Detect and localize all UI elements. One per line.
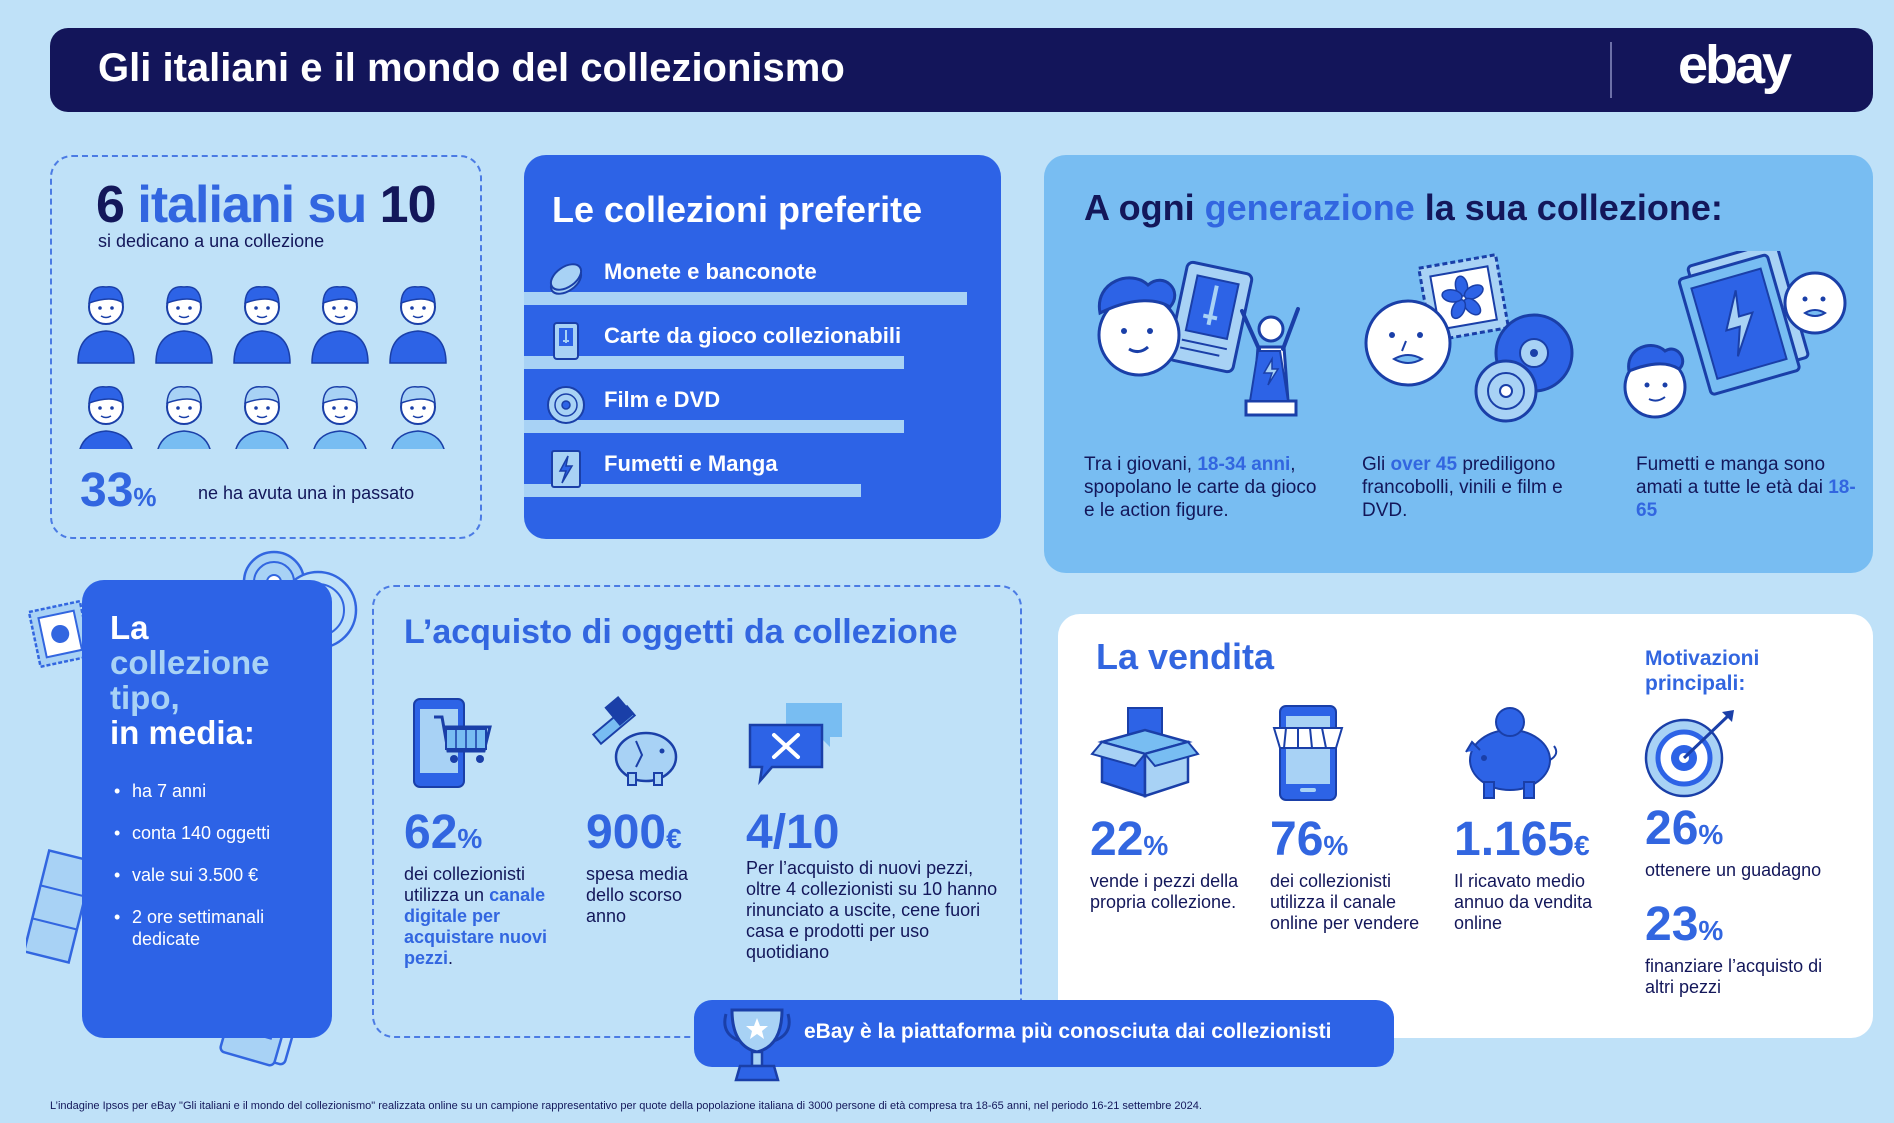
stat-total: 10	[379, 176, 437, 234]
favorites-card: Le collezioni preferite Monete e bancono…	[524, 155, 1001, 539]
dvd-icon	[547, 386, 585, 424]
favorite-item: Carte da gioco collezionabili	[524, 319, 904, 369]
piggy-bank-hammer-icon	[591, 696, 678, 786]
favorite-item: Monete e banconote	[524, 255, 967, 305]
sale-title: La vendita	[1096, 636, 1275, 677]
purchase-spend-text: spesa media dello scorso anno	[586, 864, 689, 926]
favorite-item: Fumetti e Manga	[524, 447, 861, 497]
list-item: conta 140 oggetti	[110, 822, 290, 844]
header-divider	[1610, 42, 1612, 98]
favorite-bar	[524, 420, 904, 433]
list-item: 2 ore settimanali dedicate	[110, 906, 290, 950]
sale-online-text: dei collezionisti utilizza il canale onl…	[1270, 871, 1420, 933]
purchase-digital-text: dei collezionisti utilizza un canale dig…	[404, 864, 548, 968]
list-item: vale sui 3.500 €	[110, 864, 290, 886]
piggy-bank-icon	[1465, 707, 1558, 799]
purchase-title: L’acquisto di oggetti da collezione	[404, 613, 958, 651]
target-icon	[1644, 710, 1734, 798]
adult-collector-illustration	[1364, 253, 1574, 423]
past-label: ne ha avuta una in passato	[198, 483, 415, 503]
typical-collection-card: La collezione tipo, in media: ha 7 anni …	[82, 580, 332, 1038]
italians-card: 6 italiani su 10 si dedicano a una colle…	[50, 155, 482, 539]
person-icon-collector	[311, 286, 369, 364]
footer-note: L’indagine Ipsos per eBay "Gli italiani …	[50, 1100, 1202, 1112]
ebay-banner: eBay è la piattaforma più conosciuta dai…	[694, 1000, 1394, 1067]
favorite-bar	[524, 292, 967, 305]
generation-title: A ogni generazione la sua collezione:	[1084, 187, 1723, 228]
purchase-digital-value: 62%	[404, 806, 483, 859]
person-icon	[391, 386, 445, 449]
purchase-spend-stat: 900€ spesa media dello scorso anno	[586, 695, 726, 927]
motivation-text: ottenere un guadagno	[1645, 860, 1822, 880]
generation-card: A ogni generazione la sua collezione:	[1044, 155, 1873, 573]
person-icon-collector	[389, 286, 447, 364]
sale-revenue-text: Il ricavato medio annuo da vendita onlin…	[1454, 871, 1593, 933]
sale-online-stat: 76% dei collezionisti utilizza il canale…	[1270, 702, 1440, 934]
motivation-value: 23%	[1645, 898, 1724, 951]
italians-subtitle: si dedicano a una collezione	[98, 231, 325, 251]
favorites-title: Le collezioni preferite	[552, 189, 923, 230]
banner-text: eBay è la piattaforma più conosciuta dai…	[804, 1020, 1332, 1043]
phone-cart-icon	[413, 698, 492, 788]
purchase-renounce-stat: 4/10 Per l’acquisto di nuovi pezzi, oltr…	[746, 695, 1006, 963]
comic-pages-icon	[26, 848, 88, 965]
box-icon	[1090, 707, 1200, 798]
motivation-item: 26% ottenere un guadagno	[1645, 804, 1865, 881]
sale-revenue-value: 1.165€	[1454, 813, 1590, 866]
ebay-logo[interactable]: ebay	[1678, 35, 1792, 95]
person-icon	[157, 386, 211, 449]
person-icon	[235, 386, 289, 449]
past-percent: 33%	[80, 464, 157, 517]
person-icon-collector	[79, 386, 133, 449]
favorite-label: Fumetti e Manga	[604, 451, 778, 476]
comic-icon	[551, 450, 581, 488]
favorite-item: Film e DVD	[524, 383, 904, 433]
list-item: ha 7 anni	[110, 780, 290, 802]
trading-card-icon	[553, 322, 579, 360]
page-title: Gli italiani e il mondo del collezionism…	[98, 46, 845, 90]
all-ages-illustration	[1623, 251, 1847, 419]
favorite-label: Carte da gioco collezionabili	[604, 323, 902, 348]
motivation-value: 26%	[1645, 802, 1724, 855]
purchase-digital-stat: 62% dei collezionisti utilizza un canale…	[404, 695, 574, 969]
favorite-bar	[524, 484, 861, 497]
phone-shop-icon	[1272, 705, 1344, 801]
coin-icon	[549, 263, 583, 295]
motivations-title: Motivazioni principali:	[1645, 647, 1760, 695]
purchase-renounce-value: 4/10	[746, 806, 840, 859]
motivation-item: 23% finanziare l’acquisto di altri pezzi	[1645, 900, 1865, 998]
purchase-card: L’acquisto di oggetti da collezione 62% …	[372, 585, 1022, 1038]
italians-stat: 6 italiani su 10	[96, 175, 437, 235]
sale-revenue-stat: 1.165€ Il ricavato medio annuo da vendit…	[1454, 702, 1624, 934]
favorite-bar	[524, 356, 904, 369]
sale-card: La vendita 22% vende i pezzi della propr…	[1058, 614, 1873, 1038]
generation-text-adult: Gli over 45 prediligono francobolli, vin…	[1362, 454, 1563, 521]
young-collector-illustration	[1097, 260, 1300, 417]
favorite-label: Film e DVD	[604, 387, 721, 412]
person-icon	[313, 386, 367, 449]
people-icons	[77, 286, 447, 449]
stat-number: 6	[96, 176, 125, 234]
typical-list: ha 7 anni conta 140 oggetti vale sui 3.5…	[110, 780, 290, 970]
typical-title: La collezione tipo, in media:	[110, 609, 270, 751]
person-icon-collector	[233, 286, 291, 364]
stat-text: italiani su	[137, 176, 367, 234]
motivation-text: finanziare l’acquisto di altri pezzi	[1645, 956, 1823, 997]
sale-sell-value: 22%	[1090, 813, 1169, 866]
generation-text-young: Tra i giovani, 18-34 anni, spopolano le …	[1084, 454, 1317, 521]
person-icon-collector	[77, 286, 135, 364]
speech-bubble-x-icon	[748, 703, 842, 786]
sale-sell-stat: 22% vende i pezzi della propria collezio…	[1090, 702, 1260, 913]
generation-text-all: Fumetti e manga sono amati a tutte le et…	[1636, 454, 1856, 521]
header-bar: Gli italiani e il mondo del collezionism…	[50, 28, 1873, 112]
sale-online-value: 76%	[1270, 813, 1349, 866]
sale-sell-text: vende i pezzi della propria collezione.	[1090, 871, 1239, 912]
purchase-renounce-text: Per l’acquisto di nuovi pezzi, oltre 4 c…	[746, 858, 998, 962]
favorite-label: Monete e banconote	[604, 259, 817, 284]
purchase-spend-value: 900€	[586, 806, 682, 859]
trophy-icon	[723, 1008, 791, 1082]
person-icon-collector	[155, 286, 213, 364]
